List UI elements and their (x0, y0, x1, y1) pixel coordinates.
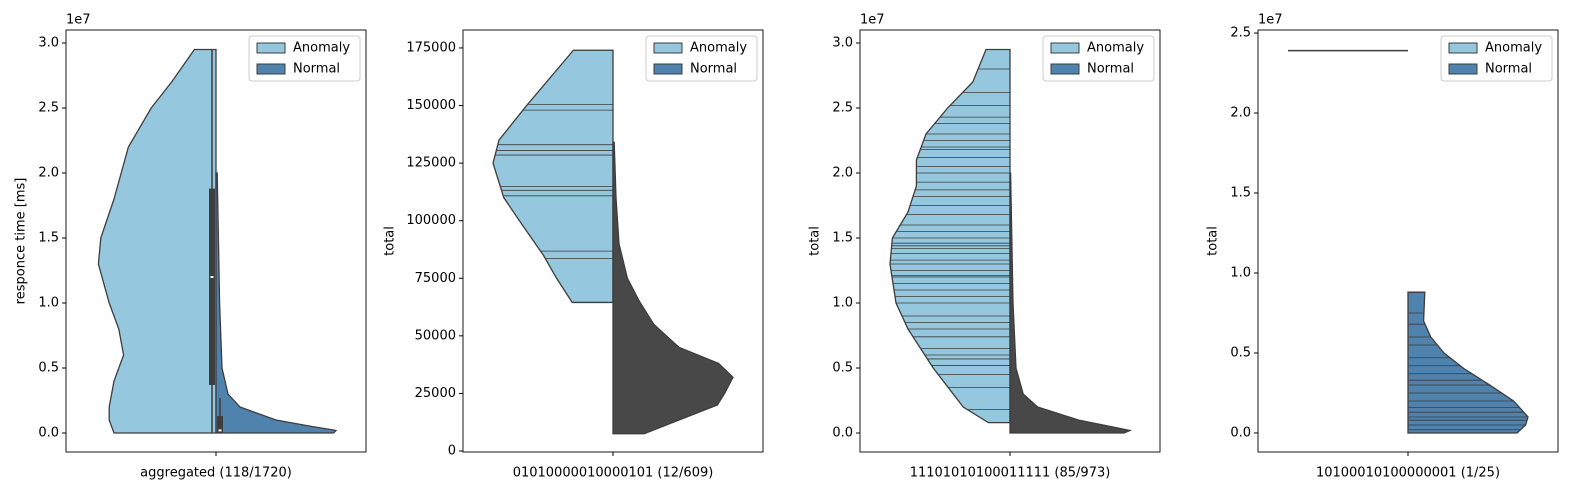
violin (1009, 172, 1133, 434)
y-tick-label: 0.0 (38, 426, 59, 441)
x-tick-label: 11101010100011111 (85/973) (910, 466, 1111, 481)
y-tick-label: 0 (448, 444, 456, 459)
legend-swatch (256, 63, 286, 75)
y-axis-label: total (1206, 226, 1221, 256)
x-tick-label: aggregated (118/1720) (140, 466, 292, 481)
violin (492, 49, 614, 304)
legend-swatch (1050, 63, 1080, 75)
axes-frame (1257, 29, 1559, 453)
y-tick-label: 175000 (406, 40, 456, 55)
legend-label: Normal (1087, 62, 1134, 77)
axes-frame (462, 29, 764, 453)
y-tick-label: 2.5 (832, 101, 853, 116)
violin (215, 172, 338, 434)
legend-label: Normal (690, 62, 737, 77)
y-tick-label: 125000 (406, 156, 456, 171)
legend-label: Anomaly (1485, 41, 1542, 56)
y-tick-label: 100000 (406, 213, 456, 228)
legend-label: Anomaly (293, 41, 350, 56)
y-tick-label: 1.0 (38, 296, 59, 311)
legend-label: Normal (1485, 62, 1532, 77)
x-tick-label: 10100010100000001 (1/25) (1316, 466, 1500, 481)
y-tick-label: 150000 (406, 98, 456, 113)
y-tick-label: 2.0 (832, 166, 853, 181)
violin (612, 141, 734, 435)
legend-swatch (1448, 42, 1478, 54)
y-tick-label: 3.0 (38, 36, 59, 51)
y-axis-label: responce time [ms] (14, 178, 29, 305)
axes-frame (859, 29, 1161, 453)
y-tick-label: 0.5 (832, 361, 853, 376)
legend-swatch (653, 63, 683, 75)
y-tick-label: 0.0 (832, 426, 853, 441)
offset-text: 1e7 (860, 13, 885, 28)
y-tick-label: 1.0 (832, 296, 853, 311)
y-tick-label: 0.0 (1230, 425, 1251, 440)
y-tick-label: 75000 (415, 271, 456, 286)
y-tick-label: 1.5 (38, 231, 59, 246)
median (210, 276, 214, 279)
y-tick-label: 2.5 (1230, 26, 1251, 41)
legend-swatch (1050, 42, 1080, 54)
y-tick-label: 0.5 (38, 361, 59, 376)
y-tick-label: 1.0 (1230, 265, 1251, 280)
box (209, 188, 215, 385)
y-tick-label: 2.0 (38, 166, 59, 181)
y-tick-label: 1.5 (1230, 186, 1251, 201)
median (218, 429, 222, 432)
legend-swatch (653, 42, 683, 54)
y-tick-label: 2.5 (38, 101, 59, 116)
offset-text: 1e7 (66, 13, 91, 28)
axes-frame (65, 29, 367, 453)
y-tick-label: 0.5 (1230, 345, 1251, 360)
y-tick-label: 2.0 (1230, 106, 1251, 121)
legend-swatch (256, 42, 286, 54)
legend-label: Normal (293, 62, 340, 77)
legend-label: Anomaly (690, 41, 747, 56)
y-tick-label: 3.0 (832, 36, 853, 51)
legend-swatch (1448, 63, 1478, 75)
y-axis-label: total (383, 226, 398, 256)
y-tick-label: 50000 (415, 328, 456, 343)
y-axis-label: total (808, 226, 823, 256)
violin (97, 48, 217, 434)
x-tick-label: 01010000010000101 (12/609) (513, 466, 714, 481)
legend-label: Anomaly (1087, 41, 1144, 56)
y-tick-label: 1.5 (832, 231, 853, 246)
offset-text: 1e7 (1258, 13, 1283, 28)
box (217, 416, 223, 434)
y-tick-label: 25000 (415, 386, 456, 401)
